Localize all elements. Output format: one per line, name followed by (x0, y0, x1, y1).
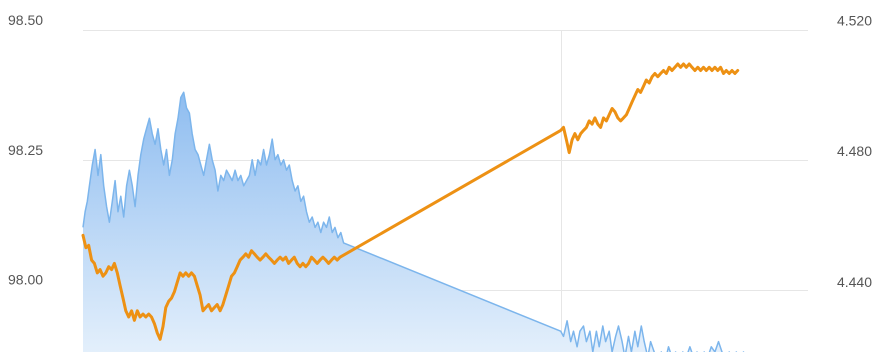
tick-layer: 98.50 98.25 98.00 4.520 4.480 4.440 (8, 12, 872, 290)
line-series-2 (81, 62, 740, 341)
y-axis-right-tick-label: 4.480 (837, 143, 872, 159)
y-axis-right-tick-label: 4.440 (837, 274, 872, 290)
y-axis-left-tick-label: 98.00 (8, 272, 43, 288)
y-axis-right-tick-label: 4.520 (837, 12, 872, 28)
area-fill-series-1 (83, 92, 765, 352)
series-layer (81, 62, 765, 352)
line-series-1 (82, 91, 745, 352)
y-axis-left-tick-label: 98.25 (8, 142, 43, 158)
y-axis-left-tick-label: 98.50 (8, 12, 43, 28)
